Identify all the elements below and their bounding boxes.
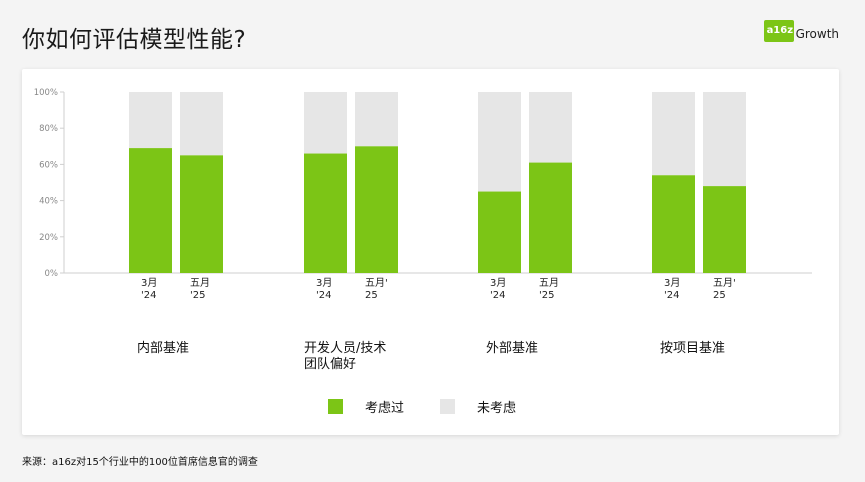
chart-card: 0% 20% 40% 60% 80% 100% 3月 '24 五月 '25 内部基准 3月 '24 五月'…	[22, 69, 839, 435]
period-label: 五月	[190, 277, 210, 289]
source-footnote: 来源：a16z对15个行业中的100位首席信息官的调查	[22, 457, 258, 468]
category-label: 开发人员/技术	[304, 340, 386, 356]
period-label: '24	[664, 290, 679, 301]
stacked-bar-chart: 0%20%40%60%80%100%3月'24五月'25内部基准3月'24五月'…	[34, 88, 812, 416]
bar-considered	[355, 146, 398, 273]
period-label: '24	[141, 290, 156, 301]
y-tick-label: 40%	[39, 197, 58, 207]
period-label: 五月	[539, 277, 559, 289]
bar-considered	[652, 175, 695, 273]
period-label: 3月	[664, 277, 680, 289]
bar-not-considered	[129, 92, 172, 149]
y-tick-label: 80%	[39, 124, 58, 134]
bar-considered	[180, 155, 223, 273]
bar-considered	[129, 148, 172, 273]
bar-not-considered	[355, 92, 398, 147]
bar-not-considered	[652, 92, 695, 176]
legend-label: 考虑过	[365, 401, 404, 416]
period-label: 3月	[490, 277, 506, 289]
period-label: '25	[190, 290, 205, 301]
period-label: 五月'	[713, 277, 736, 289]
bar-considered	[304, 153, 347, 273]
bar-not-considered	[304, 92, 347, 154]
bar-not-considered	[180, 92, 223, 156]
page-title: 你如何评估模型性能?	[22, 27, 247, 53]
period-label: '24	[316, 290, 331, 301]
bar-considered	[529, 162, 572, 273]
bar-not-considered	[478, 92, 521, 192]
period-label: '24	[490, 290, 505, 301]
period-label: '25	[539, 290, 554, 301]
period-label: 25	[713, 290, 726, 301]
a16z-logo-badge: a16z	[763, 20, 794, 42]
bar-considered	[703, 186, 746, 273]
bar-not-considered	[703, 92, 746, 187]
period-label: 3月	[316, 277, 332, 289]
category-label: 团队偏好	[304, 357, 356, 372]
category-label: 内部基准	[137, 340, 189, 356]
legend-label: 未考虑	[477, 401, 516, 416]
legend-swatch	[328, 399, 343, 414]
logo-growth-text: Growth	[795, 27, 839, 41]
period-label: 五月'	[365, 277, 388, 289]
category-label: 按项目基准	[660, 341, 725, 356]
period-label: 3月	[141, 277, 157, 289]
category-label: 外部基准	[486, 341, 538, 356]
a16z-growth-logo: a16z Growth	[763, 20, 839, 42]
y-tick-label: 0%	[45, 269, 59, 279]
legend-swatch	[440, 399, 455, 414]
y-tick-label: 20%	[39, 233, 58, 243]
y-tick-label: 60%	[39, 160, 58, 170]
y-tick-label: 100%	[34, 88, 58, 98]
bar-not-considered	[529, 92, 572, 163]
bar-considered	[478, 191, 521, 273]
period-label: 25	[365, 290, 378, 301]
